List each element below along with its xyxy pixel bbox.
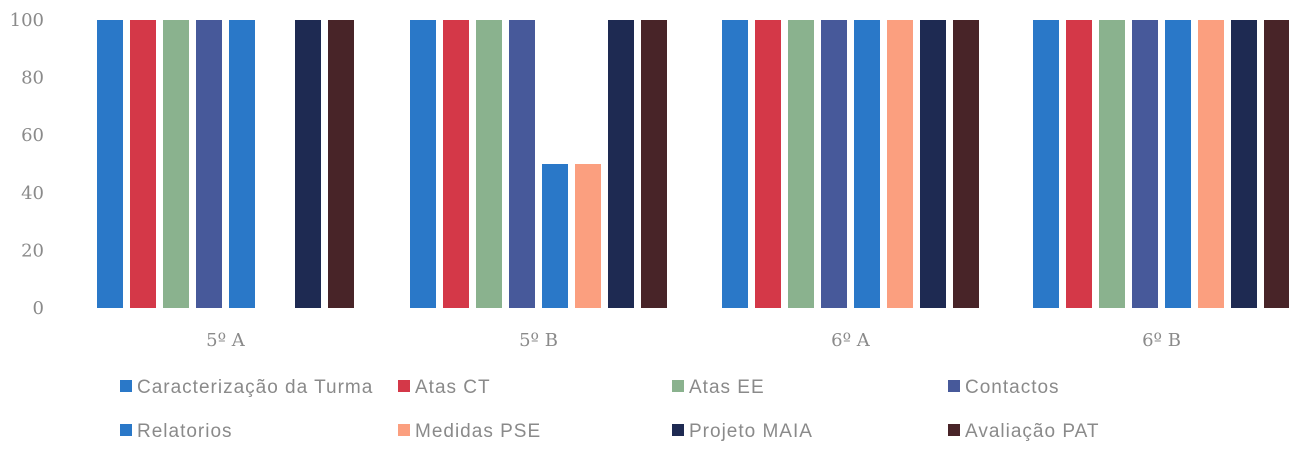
category-label: 6º B [1142, 330, 1181, 351]
bar-4-3 [1099, 20, 1125, 308]
y-axis: 0 20 40 60 80 100 [10, 10, 44, 319]
category-label: 5º B [519, 330, 558, 351]
bar-4-1 [1033, 20, 1059, 308]
legend-label: Atas EE [689, 377, 765, 398]
bar-2-4 [509, 20, 535, 308]
legend-swatch [672, 380, 684, 392]
legend-label: Contactos [965, 377, 1060, 398]
legend-swatch [398, 380, 410, 392]
legend-swatch [948, 380, 960, 392]
legend-label: Medidas PSE [415, 421, 541, 442]
bar-3-4 [821, 20, 847, 308]
bar-2-6 [575, 164, 601, 308]
bar-4-2 [1066, 20, 1092, 308]
bar-1-7 [295, 20, 321, 308]
bar-2-3 [476, 20, 502, 308]
bar-1-2 [130, 20, 156, 308]
category-label: 5º A [206, 330, 246, 351]
x-axis: 5º A 5º B 6º A 6º B [206, 330, 1181, 351]
y-tick-label: 20 [21, 240, 44, 261]
bar-3-2 [755, 20, 781, 308]
y-tick-label: 0 [33, 298, 44, 319]
bar-2-2 [443, 20, 469, 308]
bar-2-1 [410, 20, 436, 308]
bar-3-5 [854, 20, 880, 308]
bars [97, 20, 1289, 308]
bar-3-6 [887, 20, 913, 308]
bar-1-8 [328, 20, 354, 308]
legend-swatch [398, 424, 410, 436]
bar-1-1 [97, 20, 123, 308]
legend-swatch [120, 380, 132, 392]
legend: Caracterização da Turma Atas CT Atas EE Con… [120, 377, 1099, 442]
legend-label: Avaliação PAT [965, 421, 1099, 442]
bar-3-3 [788, 20, 814, 308]
bar-2-5 [542, 164, 568, 308]
bar-2-7 [608, 20, 634, 308]
y-tick-label: 40 [21, 183, 44, 204]
y-tick-label: 100 [10, 10, 44, 31]
bar-4-4 [1132, 20, 1158, 308]
bar-3-8 [953, 20, 979, 308]
bar-4-5 [1165, 20, 1191, 308]
bar-3-1 [722, 20, 748, 308]
y-tick-label: 80 [21, 68, 44, 89]
legend-swatch [672, 424, 684, 436]
bar-3-7 [920, 20, 946, 308]
legend-label: Caracterização da Turma [137, 377, 373, 398]
bar-2-8 [641, 20, 667, 308]
legend-label: Atas CT [415, 377, 491, 398]
bar-1-4 [196, 20, 222, 308]
legend-label: Relatorios [137, 421, 233, 442]
bar-4-8 [1264, 20, 1289, 308]
category-label: 6º A [831, 330, 871, 351]
bar-4-6 [1198, 20, 1224, 308]
legend-swatch [948, 424, 960, 436]
bar-4-7 [1231, 20, 1257, 308]
bar-1-5 [229, 20, 255, 308]
legend-swatch [120, 424, 132, 436]
bar-1-3 [163, 20, 189, 308]
legend-label: Projeto MAIA [689, 421, 813, 442]
y-tick-label: 60 [21, 125, 44, 146]
